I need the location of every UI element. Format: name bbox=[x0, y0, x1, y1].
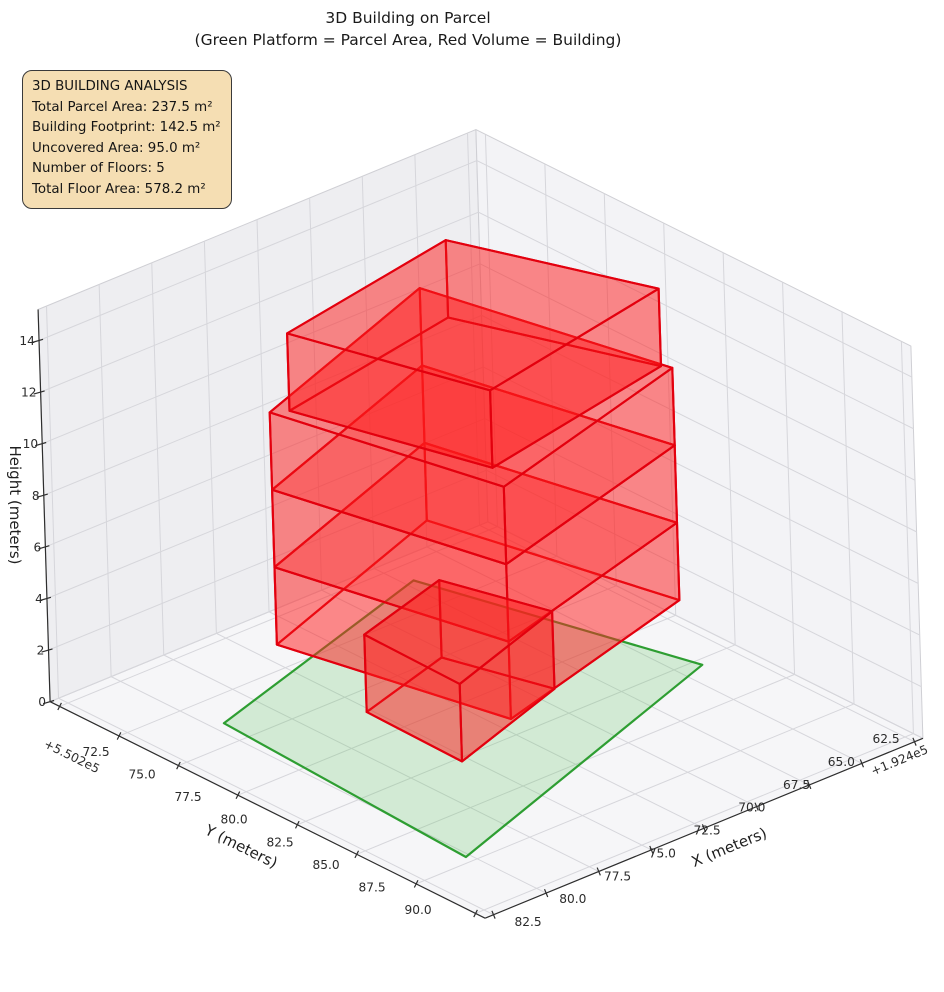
tick-labels: 62.5 65.0 67.5 70.0 72.5 75.0 77.5 80.0 82.5 72.5… bbox=[19, 334, 899, 929]
tick-marks bbox=[31, 338, 917, 919]
z-tick-label: 8 bbox=[32, 489, 40, 503]
x-tick-label: 82.5 bbox=[514, 915, 541, 929]
x-tick-label: 70.0 bbox=[738, 801, 765, 815]
info-line-footprint: Building Footprint: 142.5 m² bbox=[32, 120, 221, 136]
x-tick-label: 80.0 bbox=[559, 892, 586, 906]
chart-title-line1: 3D Building on Parcel bbox=[325, 9, 491, 27]
x-tick-label: 67.5 bbox=[783, 778, 810, 792]
x-tick-label: 65.0 bbox=[828, 755, 855, 769]
chart-title: 3D Building on Parcel (Green Platform = … bbox=[0, 7, 816, 51]
z-tick-label: 4 bbox=[35, 592, 43, 606]
x-tick-label: 62.5 bbox=[872, 732, 899, 746]
chart-title-line2: (Green Platform = Parcel Area, Red Volum… bbox=[194, 31, 622, 49]
y-tick-label: 87.5 bbox=[358, 880, 385, 894]
y-tick-label: 82.5 bbox=[266, 835, 293, 849]
parcel-platform bbox=[222, 579, 704, 859]
x-tick-label: 72.5 bbox=[693, 824, 720, 838]
y-tick-label: 90.0 bbox=[404, 903, 431, 917]
y-tick-label: 72.5 bbox=[82, 745, 109, 759]
building-volume bbox=[268, 239, 681, 763]
y-tick-label: 77.5 bbox=[174, 790, 201, 804]
grid-lines bbox=[38, 133, 924, 916]
info-line-floor-area: Total Floor Area: 578.2 m² bbox=[32, 181, 206, 197]
z-tick-label: 14 bbox=[19, 334, 35, 348]
z-tick-label: 2 bbox=[37, 644, 45, 658]
z-tick-label: 12 bbox=[21, 386, 37, 400]
z-tick-label: 6 bbox=[33, 540, 41, 554]
info-line-parcel-area: Total Parcel Area: 237.5 m² bbox=[32, 99, 213, 115]
info-line-floors: Number of Floors: 5 bbox=[32, 161, 165, 177]
z-axis-label: Height (meters) bbox=[6, 446, 24, 565]
z-tick-label: 0 bbox=[38, 695, 46, 709]
x-tick-label: 75.0 bbox=[649, 846, 676, 860]
info-box-title: 3D BUILDING ANALYSIS bbox=[32, 79, 188, 94]
z-tick-label: 10 bbox=[23, 437, 39, 451]
analysis-info-box: 3D BUILDING ANALYSIS Total Parcel Area: … bbox=[22, 70, 232, 209]
x-tick-label: 77.5 bbox=[604, 869, 631, 883]
y-tick-label: 85.0 bbox=[312, 858, 339, 872]
y-tick-label: 75.0 bbox=[128, 768, 155, 782]
y-tick-label: 80.0 bbox=[220, 813, 247, 827]
info-line-uncovered: Uncovered Area: 95.0 m² bbox=[32, 140, 201, 156]
